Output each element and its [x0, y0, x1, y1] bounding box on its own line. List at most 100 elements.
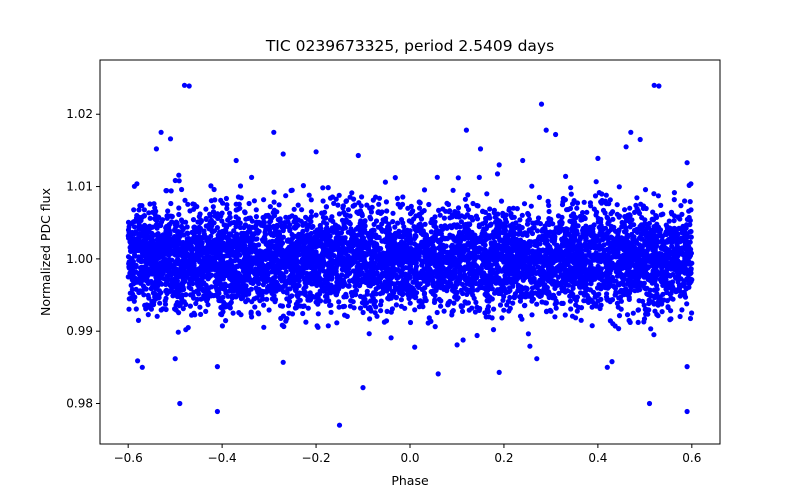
data-point — [158, 274, 165, 280]
data-point — [624, 233, 631, 240]
data-point — [336, 304, 342, 310]
data-point — [390, 210, 396, 216]
data-point — [373, 218, 380, 224]
data-point — [407, 319, 414, 326]
data-point — [487, 222, 494, 228]
data-point — [442, 273, 449, 279]
data-point — [147, 201, 153, 207]
data-point — [544, 308, 550, 314]
data-point — [163, 306, 169, 313]
data-point — [556, 230, 562, 236]
data-point — [388, 335, 394, 341]
data-point — [219, 323, 225, 329]
data-point — [642, 187, 649, 193]
data-point — [283, 193, 289, 199]
data-point — [261, 197, 267, 203]
data-point — [441, 215, 447, 221]
data-point — [501, 294, 507, 300]
data-point — [611, 278, 618, 284]
data-point — [688, 234, 694, 240]
data-point — [169, 213, 175, 220]
data-point — [581, 199, 587, 205]
data-point — [393, 302, 399, 308]
data-point — [624, 312, 631, 318]
data-point — [630, 310, 636, 316]
data-point — [225, 293, 231, 299]
data-point — [686, 214, 692, 221]
data-point — [648, 326, 654, 332]
data-point — [179, 186, 185, 193]
data-point — [552, 314, 558, 320]
data-point — [366, 331, 372, 337]
data-point — [368, 298, 374, 304]
data-point — [615, 229, 621, 235]
data-point — [501, 307, 507, 313]
data-point — [210, 209, 217, 215]
data-point — [593, 179, 599, 185]
data-point — [599, 191, 605, 197]
data-point — [299, 207, 305, 213]
data-point — [191, 310, 197, 316]
data-point — [498, 198, 505, 204]
data-point — [526, 212, 532, 218]
data-point — [645, 311, 651, 317]
data-point — [154, 222, 160, 229]
data-point — [198, 311, 204, 317]
data-point — [283, 214, 289, 220]
data-point — [430, 288, 436, 295]
data-point — [324, 291, 330, 297]
data-point — [298, 218, 304, 224]
data-point — [660, 291, 666, 297]
data-point — [150, 209, 156, 215]
data-point — [430, 281, 436, 287]
data-point — [677, 216, 683, 222]
data-point — [492, 261, 498, 267]
data-point — [176, 172, 182, 178]
data-point — [136, 214, 142, 220]
data-point — [285, 303, 292, 309]
data-point — [157, 300, 163, 306]
data-point — [568, 306, 574, 312]
data-point — [269, 290, 275, 296]
data-point — [300, 310, 306, 317]
data-point — [395, 220, 401, 226]
data-point — [328, 309, 334, 315]
data-point — [636, 298, 642, 304]
data-point — [633, 202, 639, 208]
data-point — [671, 197, 677, 203]
data-point — [412, 295, 418, 301]
data-point — [180, 306, 186, 312]
data-point — [506, 206, 512, 212]
data-point — [309, 281, 315, 287]
data-point — [333, 292, 340, 298]
data-point — [295, 202, 301, 208]
data-point — [627, 319, 633, 325]
data-point — [651, 332, 657, 338]
data-point — [552, 230, 558, 236]
data-point — [440, 206, 446, 212]
data-point — [261, 302, 267, 308]
data-point — [131, 224, 138, 230]
data-point — [527, 243, 533, 249]
data-point — [438, 223, 444, 229]
data-point — [404, 287, 410, 293]
data-point — [361, 294, 367, 300]
data-point — [499, 315, 505, 321]
data-point — [592, 193, 599, 199]
data-point — [651, 191, 657, 197]
data-point — [376, 201, 382, 207]
data-point — [464, 291, 470, 297]
data-point — [253, 207, 259, 213]
data-point — [590, 229, 596, 236]
data-point — [629, 217, 635, 223]
data-point — [342, 312, 348, 318]
data-point — [670, 296, 676, 302]
data-point — [168, 200, 174, 207]
data-points — [125, 82, 695, 428]
data-point — [563, 173, 569, 179]
data-point — [553, 305, 559, 311]
data-point — [583, 281, 590, 287]
data-point — [484, 191, 490, 197]
data-point — [616, 313, 623, 319]
data-point — [436, 207, 442, 213]
